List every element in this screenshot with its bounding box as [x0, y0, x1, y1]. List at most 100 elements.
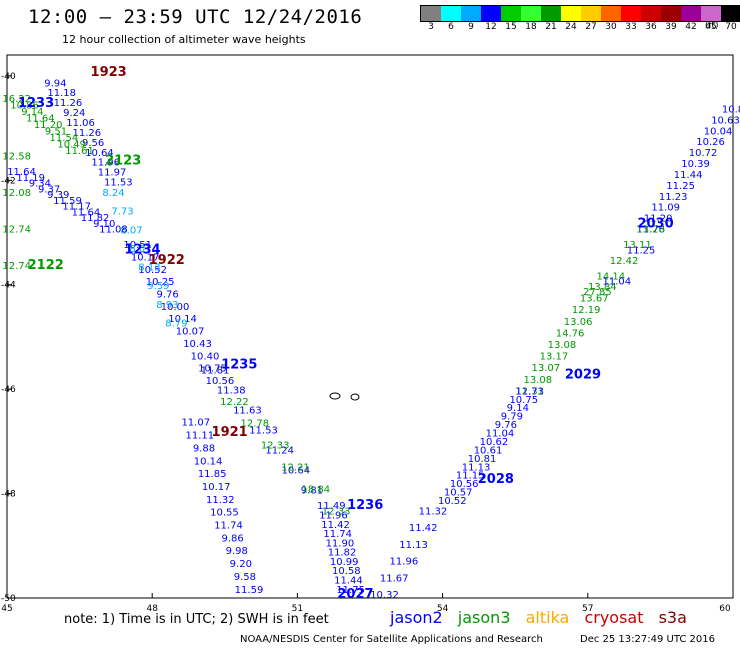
wave-height-value: 11.85 [198, 469, 227, 480]
wave-height-value: 11.96 [390, 557, 419, 568]
track-label: 1234 [124, 242, 160, 257]
track-label: 1233 [18, 96, 54, 111]
wave-height-value: 10.99 [330, 557, 359, 568]
wave-height-value: 12.78 [240, 419, 269, 430]
legend-label: 30 [605, 22, 617, 32]
wave-height-value: 14.76 [556, 328, 585, 339]
y-tick-label: -46 [1, 385, 16, 395]
wave-height-value: 11.64 [72, 207, 101, 218]
wave-height-value: 9.94 [44, 78, 66, 89]
wave-height-value: 10.17 [131, 253, 160, 264]
wave-height-value: 11.59 [53, 196, 82, 207]
wave-height-value: 11.24 [265, 446, 294, 457]
legend-label: 21 [545, 22, 557, 32]
wave-height-value: 11.53 [249, 426, 278, 437]
wave-height-value: 11.74 [323, 529, 352, 540]
legend-label: 39 [665, 22, 677, 32]
wave-height-value: 8.24 [102, 188, 124, 199]
wave-height-value: 9.76 [156, 290, 178, 301]
wave-height-value: 18.84 [301, 485, 330, 496]
island-outline [350, 393, 360, 401]
track-label: 2122 [28, 258, 64, 273]
wave-height-value: 12.21 [281, 463, 310, 474]
wave-height-value: 11.76 [636, 225, 665, 236]
island-outlines [329, 392, 360, 401]
legend-label: 45 [705, 22, 717, 32]
footer-timestamp: Dec 25 13:27:49 UTC 2016 [580, 634, 715, 645]
wave-height-value: 10.00 [161, 302, 190, 313]
wave-height-value: 11.04 [603, 277, 632, 288]
y-tick-label: -44 [1, 281, 16, 291]
wave-height-value: 12.58 [2, 151, 31, 162]
legend-label: 70 [725, 22, 737, 32]
wave-height-value: 11.18 [47, 88, 76, 99]
wave-height-value: 11.25 [627, 245, 656, 256]
legend-swatch [481, 6, 501, 21]
legend-label: 33 [625, 22, 637, 32]
wave-height-value: 10.51 [123, 240, 152, 251]
track-label: 1236 [347, 498, 383, 513]
wave-height-value: 11.74 [214, 521, 243, 532]
wave-height-value: 9.34 [29, 179, 51, 190]
wave-height-value: 11.13 [399, 540, 428, 551]
color-scale-legend [420, 5, 740, 22]
track-label: 1235 [221, 357, 257, 372]
legend-label: 12 [485, 22, 497, 32]
page-title: 12:00 – 23:59 UTC 12/24/2016 [28, 6, 363, 28]
sat-s3a: s3a [658, 608, 687, 627]
wave-height-value: 10.39 [681, 159, 710, 170]
wave-height-value: 10.58 [332, 566, 361, 577]
wave-height-value: 9.20 [230, 559, 252, 570]
wave-height-value: 13.11 [623, 240, 652, 251]
wave-height-value: 8.13 [138, 263, 160, 274]
wave-height-value: 10.49 [57, 140, 86, 151]
wave-height-value: 11.26 [73, 128, 102, 139]
wave-height-value: 10.72 [689, 148, 718, 159]
legend-label: 9 [468, 22, 474, 32]
wave-height-value: 10.04 [704, 126, 733, 137]
wave-height-value: 10.52 [438, 496, 467, 507]
wave-height-value: 10.40 [191, 351, 220, 362]
legend-label: 24 [565, 22, 577, 32]
wave-height-value: 11.67 [380, 573, 409, 584]
legend-swatch [521, 6, 541, 21]
wave-height-value: 8.79 [165, 319, 187, 330]
sat-jason3: jason3 [457, 608, 511, 627]
legend-swatch [421, 6, 441, 21]
wave-height-value: 11.63 [233, 406, 262, 417]
legend-swatch [721, 6, 740, 21]
wave-height-value: 12.33 [261, 441, 290, 452]
legend-swatch [441, 6, 461, 21]
island-outline [329, 392, 341, 400]
wave-height-value: 8.07 [129, 244, 151, 255]
wave-height-value: 11.32 [419, 506, 448, 517]
wave-height-value: 10.55 [210, 508, 239, 519]
wave-height-value: 13.06 [564, 317, 593, 328]
wave-height-value: 13.08 [548, 340, 577, 351]
wave-height-value: 10.56 [206, 376, 235, 387]
wave-height-value: 13.28 [636, 225, 665, 236]
wave-height-value: 11.25 [666, 181, 695, 192]
wave-height-value: 10.26 [696, 137, 725, 148]
wave-height-value: 11.20 [34, 120, 63, 131]
wave-height-value: 9.58 [234, 572, 256, 583]
wave-height-value: 14.14 [596, 272, 625, 283]
wave-height-value: 9.81 [301, 486, 323, 497]
wave-height-value: 12.08 [2, 188, 31, 199]
wave-height-value: 9.10 [93, 219, 115, 230]
y-tick-label: -42 [1, 176, 16, 186]
wave-height-value: 12.42 [610, 256, 639, 267]
x-tick-label: 51 [292, 604, 303, 614]
axis-ticks: 45 48 51 54 57 60 -40 -42 -44 -46 -48 -50 [1, 72, 734, 614]
x-tick-label: 60 [719, 604, 731, 614]
wave-height-value: 9.86 [221, 533, 243, 544]
legend-swatch [701, 6, 721, 21]
wave-height-value: 11.82 [328, 548, 357, 559]
footer-credit: NOAA/NESDIS Center for Satellite Applica… [240, 634, 543, 645]
legend-label: 3 [428, 22, 434, 32]
wave-height-value: 11.59 [235, 585, 264, 596]
wave-height-value: 11.73 [515, 386, 544, 397]
wave-height-value: 10.75 [509, 395, 538, 406]
